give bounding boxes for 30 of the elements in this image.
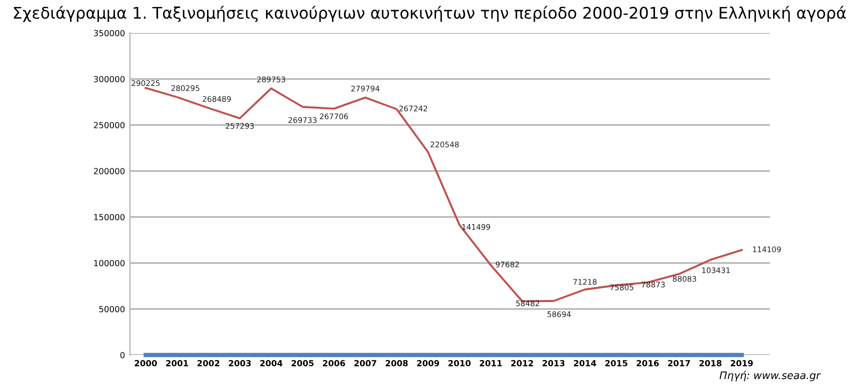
x-tick-label: 2008: [386, 360, 408, 366]
x-tick-label: 2007: [354, 360, 376, 366]
y-tick-label: 250000: [94, 122, 125, 128]
x-tick-label: 2004: [260, 360, 282, 366]
x-tick-label: 2003: [228, 360, 251, 366]
x-tick-label: 2001: [166, 360, 188, 366]
x-tick-label: 2010: [448, 360, 471, 366]
y-tick-label: 0: [120, 352, 125, 358]
x-tick-label: 2006: [322, 360, 346, 366]
y-tick-label: 50000: [99, 306, 125, 312]
x-tick-label: 2018: [699, 360, 722, 366]
x-tick-label: 2017: [668, 360, 690, 366]
x-tick-label: 2014: [574, 360, 596, 366]
y-tick-label: 100000: [94, 260, 125, 266]
x-tick-label: 2013: [542, 360, 564, 366]
y-tick-label: 150000: [94, 214, 125, 220]
x-tick-label: 2000: [134, 360, 157, 366]
y-tick-label: 300000: [94, 76, 125, 82]
x-tick-label: 2016: [636, 360, 659, 366]
x-tick-label: 2012: [511, 360, 534, 366]
x-tick-label: 2015: [605, 360, 628, 366]
chart-title: Σχεδιάγραμμα 1. Ταξινομήσεις καινούργιων αυτοκινήτων την περίοδο 2000-2019 στην Ελληνική αγορά: [14, 6, 846, 22]
y-tick-label: 200000: [94, 168, 125, 174]
x-tick-label: 2019: [730, 360, 753, 366]
text: Πηγή: www.seaa.gr: [720, 370, 821, 382]
y-tick-label: 350000: [94, 30, 125, 36]
x-tick-label: 2005: [292, 360, 314, 366]
x-tick-label: 2009: [417, 360, 440, 366]
x-tick-label: 2002: [197, 360, 220, 366]
x-tick-label: 2011: [480, 360, 502, 366]
